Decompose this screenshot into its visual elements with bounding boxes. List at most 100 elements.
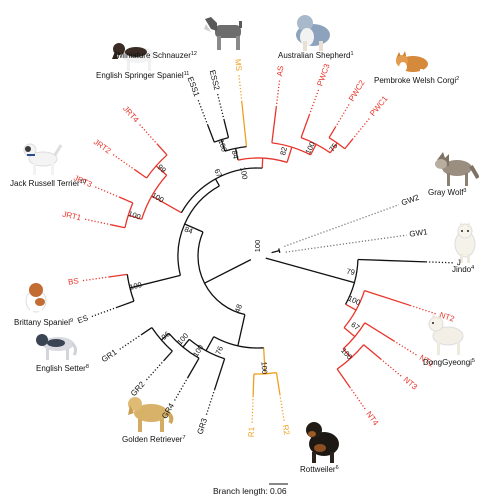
tip-branch-j	[425, 261, 454, 264]
jrt13-clade-arc	[124, 202, 134, 228]
breed-ref: 8	[86, 364, 89, 370]
scale-bar: Branch length: 0.06	[213, 483, 288, 496]
tip-branch-r2	[279, 394, 285, 423]
west-clade-child-branch	[184, 223, 204, 233]
bootstrap-jrt13: 100	[127, 209, 142, 221]
tip-branch-nt2	[409, 304, 437, 315]
breed-name: English Springer Spaniel	[96, 71, 184, 80]
herding-clade-child-branch	[286, 146, 293, 163]
gr-clade-child-branch	[214, 358, 226, 390]
jindo-nt-clade-child-branch	[345, 303, 357, 311]
scale-bar-label: Branch length:	[213, 486, 268, 496]
jindo-photo	[450, 222, 480, 264]
tip-label-gr3: GR3	[195, 417, 209, 436]
ess-clade-child-branch	[207, 125, 215, 143]
nt13-clade-child-branch	[364, 322, 395, 342]
tip-branch-pwc2	[334, 103, 351, 128]
tip-branch-pwc3	[308, 88, 320, 116]
tip-label-jrt4: JRT4	[121, 104, 141, 125]
jrt-clade-arc	[141, 174, 168, 220]
ms-ess-clade-child-branch	[241, 101, 248, 147]
breed-ref: 3	[463, 188, 466, 194]
breed-name: Jindo	[452, 265, 472, 274]
nt13-clade-child-branch	[342, 348, 352, 359]
golden-retriever-photo	[124, 391, 174, 433]
breed-label-pembroke-welsh-corgi: Pembroke Welsh Corgi2	[374, 76, 459, 85]
tip-label-jrt1: JRT1	[62, 210, 83, 223]
bootstrap-rott: 100	[260, 361, 270, 374]
breed-ref: 1	[351, 51, 354, 57]
tip-branch-ess1	[197, 98, 209, 126]
bootstrap-jindo-nt: 79	[346, 267, 356, 277]
pwc12-clade-child-branch	[328, 127, 336, 139]
tip-label-pwc3: PWC3	[315, 62, 332, 87]
breed-label-jindo: Jindo4	[452, 265, 474, 274]
nt34-clade-arc	[336, 344, 365, 370]
tip-label-jrt2: JRT2	[92, 137, 113, 156]
tip-label-nt4: NT4	[364, 410, 380, 428]
tip-label-j: J	[457, 258, 461, 267]
tip-branch-gr4	[173, 376, 189, 402]
breed-name: Rottweiler	[300, 465, 336, 474]
rott-clade-child-branch	[275, 372, 281, 395]
bootstrap-terrier-clade: 67	[212, 167, 224, 178]
breed-name: Australian Shepherd	[278, 51, 351, 60]
as-pwc-clade-child-branch	[271, 107, 277, 143]
tip-branch-bs	[81, 276, 110, 282]
tip-label-es: ES	[76, 313, 89, 325]
bootstrap-gr-trip: 100	[175, 331, 190, 346]
jindo-nt-clade-child-branch	[357, 258, 426, 263]
tip-branch-ess2	[216, 92, 225, 121]
tree-branches	[81, 73, 454, 424]
tip-branch-gw2	[284, 204, 400, 248]
gr-trip-clade-child-branch	[187, 357, 200, 378]
breed-label-donggyeongi: DongGyeongi5	[423, 358, 475, 367]
tip-branch-jrt1	[83, 218, 112, 226]
setter-clade-child-branch	[109, 273, 128, 278]
pwc-clade-child-branch	[329, 142, 338, 154]
bootstrap-ms-ess: 84	[230, 149, 241, 159]
tip-label-gw2: GW2	[400, 193, 421, 208]
tip-label-ess2: ESS2	[208, 69, 222, 92]
jrt24-clade-child-branch	[134, 169, 147, 179]
breed-label-english-setter: English Setter8	[36, 364, 89, 373]
pembroke-welsh-corgi-photo	[393, 47, 431, 77]
bootstrap-nt: 100	[347, 294, 362, 307]
australian-shepherd-photo	[289, 11, 335, 51]
jack-russell-terrier-photo	[21, 141, 63, 177]
ess-clade-arc	[214, 136, 229, 143]
gr-pair-clade-child-branch	[141, 327, 153, 335]
jrt-clade-child-branch	[155, 165, 168, 176]
breed-label-jack-russell-terrier: Jack Russell Terrier10	[10, 179, 86, 188]
retr-rott-clade-child-branch	[205, 336, 215, 351]
bootstrap-ret: 100	[191, 343, 205, 358]
tip-label-gr1: GR1	[100, 347, 119, 364]
breed-ref: 6	[336, 465, 339, 471]
gr-trip-clade-child-branch	[160, 332, 170, 341]
bootstrap-jrt-setter: 84	[183, 225, 194, 236]
breed-label-english-springer-spaniel: English Springer Spaniel11	[96, 71, 189, 80]
ms-ess-clade-child-branch	[220, 139, 226, 152]
west-stem	[204, 259, 252, 284]
pwc-clade-child-branch	[300, 114, 310, 138]
rottweiler-photo	[300, 418, 346, 464]
english-springer-spaniel-photo	[108, 37, 160, 73]
retr-rott-clade-child-branch	[262, 347, 266, 374]
bootstrap-retr-rott: 48	[233, 303, 244, 314]
nt34-clade-child-branch	[336, 368, 351, 388]
tip-label-r2: R2	[281, 424, 292, 436]
breed-ref: 9	[70, 318, 73, 324]
gr-pair-clade-child-branch	[163, 350, 173, 361]
tip-label-pwc2: PWC2	[347, 78, 367, 103]
wolves-stem	[271, 250, 280, 254]
tip-branch-pwc1	[351, 117, 371, 140]
breed-label-gray-wolf: Gray Wolf3	[428, 188, 466, 197]
jindo-nt-clade-arc	[344, 259, 359, 305]
jrt13-clade-child-branch	[119, 196, 134, 204]
tip-branch-ms	[238, 73, 243, 102]
breed-name: Gray Wolf	[428, 188, 464, 197]
breed-name: Jack Russell Terrier	[10, 179, 80, 188]
bootstrap-nt34: 100	[339, 346, 354, 361]
west-clade-arc	[197, 231, 246, 316]
